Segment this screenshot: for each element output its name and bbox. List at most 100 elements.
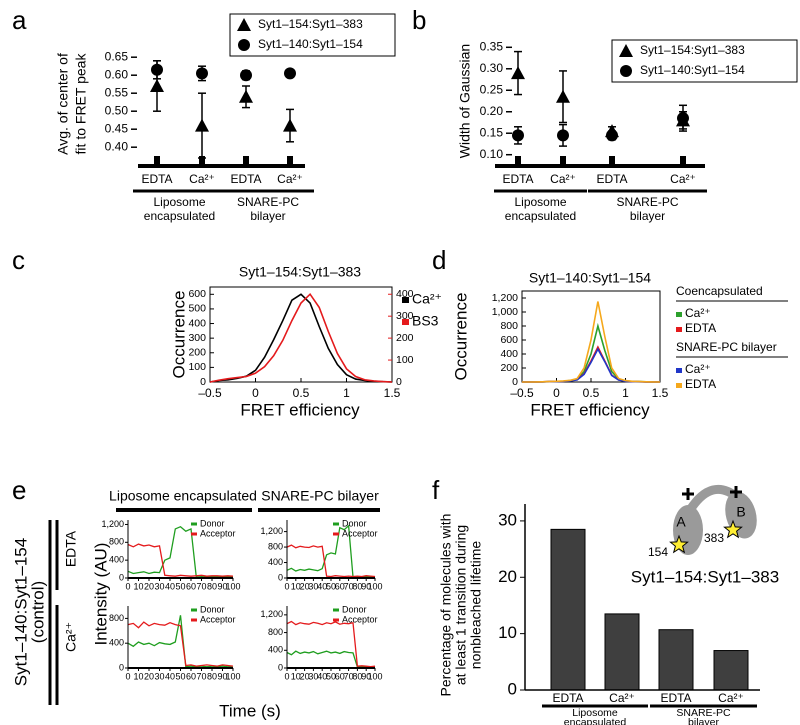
y2-tick-label: 200 xyxy=(396,332,414,344)
x-tick-label: 10 xyxy=(291,581,301,591)
data-point xyxy=(195,118,209,132)
y-axis-label: Width of Gaussian xyxy=(457,44,473,158)
legend-label: Syt1–140:Syt1–154 xyxy=(640,63,745,77)
x-tick-label: 10 xyxy=(133,671,143,681)
y-tick-label: 800 xyxy=(109,613,124,623)
legend-label: Donor xyxy=(200,518,225,528)
y2-tick-label: 0 xyxy=(396,376,402,388)
residue-label: 154 xyxy=(648,545,668,559)
y-axis-label: Intensity (AU) xyxy=(91,543,110,646)
y-tick-label: 0.25 xyxy=(480,82,504,96)
x-tick-label: 90 xyxy=(217,671,227,681)
legend-label: Syt1–154:Syt1–383 xyxy=(258,17,363,31)
chart-title: Syt1–154:Syt1–383 xyxy=(239,264,361,280)
y-tick-label: 400 xyxy=(109,555,124,565)
x-tick-label: 20 xyxy=(144,671,154,681)
x-tick-label: 90 xyxy=(361,671,371,681)
x-tick-label: 0.5 xyxy=(293,386,310,400)
series-line xyxy=(522,322,661,383)
trace-line xyxy=(127,525,234,578)
y-tick-label: 0.50 xyxy=(105,103,129,117)
x-tick-label: 50 xyxy=(175,671,185,681)
data-point xyxy=(239,89,253,103)
x-tick-label: EDTA xyxy=(552,691,583,705)
x-tick-label: –0.5 xyxy=(510,386,534,400)
x-tick-label: 20 xyxy=(300,671,310,681)
x-tick-label: 100 xyxy=(225,671,240,681)
y-axis-label: Occurrence xyxy=(451,293,470,381)
category-tick xyxy=(609,156,615,164)
column-header: Liposome encapsulated xyxy=(109,488,257,504)
y-tick-label: 0 xyxy=(119,662,124,672)
panel-label: b xyxy=(412,5,426,35)
y-tick-label: 0 xyxy=(119,572,124,582)
x-tick-label: 10 xyxy=(133,581,143,591)
y-axis-label: nonbleached lifetime xyxy=(468,541,484,670)
y2-tick-label: 300 xyxy=(396,310,414,322)
group-label: encapsulated xyxy=(564,716,627,725)
series-line xyxy=(209,292,393,383)
legend-label: Donor xyxy=(342,604,367,614)
bar xyxy=(550,528,586,691)
data-point xyxy=(677,112,689,125)
x-tick-label: 40 xyxy=(317,671,327,681)
legend-label: Syt1–140:Syt1–154 xyxy=(258,37,363,51)
x-tick-label: 80 xyxy=(207,581,217,591)
group-label: bilayer xyxy=(630,209,665,223)
trace-line xyxy=(127,621,234,667)
chart-title: Syt1–140:Syt1–154 xyxy=(529,270,651,286)
category-tick xyxy=(680,156,686,164)
panel-label: f xyxy=(432,475,440,505)
category-tick xyxy=(243,156,249,164)
x-tick-label: 100 xyxy=(367,671,382,681)
row-subtitle: (control) xyxy=(28,581,47,643)
data-point xyxy=(556,89,570,103)
y-tick-label: 0.40 xyxy=(105,139,129,153)
trace-line xyxy=(127,543,234,577)
y-tick-label: 0.55 xyxy=(105,85,129,99)
x-tick-label: 90 xyxy=(361,581,371,591)
y-tick-label: 100 xyxy=(188,361,206,373)
group-label: SNARE-PC xyxy=(237,195,299,209)
y-tick-label: 1,000 xyxy=(492,306,518,318)
x-tick-label: EDTA xyxy=(502,172,533,186)
legend-label: Ca²⁺ xyxy=(412,291,442,307)
legend-label: EDTA xyxy=(685,377,716,391)
legend-swatch xyxy=(676,327,682,332)
x-axis-label: FRET efficiency xyxy=(530,400,650,419)
x-tick-label: 0 xyxy=(252,386,259,400)
y-tick-label: 0.65 xyxy=(105,49,129,63)
y-tick-label: 800 xyxy=(109,537,124,547)
y-tick-label: 0.30 xyxy=(480,61,504,75)
x-tick-label: EDTA xyxy=(230,172,261,186)
y-tick-label: 0.60 xyxy=(105,67,129,81)
group-label: bilayer xyxy=(688,716,719,725)
y-tick-label: 0 xyxy=(278,572,283,582)
legend-label: EDTA xyxy=(685,321,716,335)
panel-label: c xyxy=(12,245,25,275)
y-tick-label: 0 xyxy=(508,679,517,698)
legend-swatch xyxy=(676,312,682,317)
category-tick xyxy=(560,156,566,164)
y-tick-label: 800 xyxy=(500,320,518,332)
legend-label: Ca²⁺ xyxy=(685,306,711,320)
y-tick-label: 1,200 xyxy=(492,292,518,304)
group-label: encapsulated xyxy=(144,209,215,223)
domain-label: A xyxy=(676,514,686,530)
y-tick-label: 400 xyxy=(188,317,206,329)
y-tick-label: 0.10 xyxy=(480,147,504,161)
x-tick-label: –0.5 xyxy=(198,386,222,400)
trace-line xyxy=(127,615,234,668)
x-axis-label: FRET efficiency xyxy=(240,400,360,419)
legend-marker xyxy=(619,44,633,57)
x-tick-label: 1.5 xyxy=(384,386,401,400)
group-label: Liposome xyxy=(153,195,205,209)
x-tick-label: 50 xyxy=(326,581,336,591)
x-tick-label: 10 xyxy=(291,671,301,681)
group-label: encapsulated xyxy=(505,209,576,223)
x-tick-label: 80 xyxy=(352,671,362,681)
legend-label: BS3 xyxy=(412,313,439,329)
data-point xyxy=(150,79,164,92)
legend-label: Ca²⁺ xyxy=(685,362,711,376)
x-tick-label: EDTA xyxy=(141,172,172,186)
